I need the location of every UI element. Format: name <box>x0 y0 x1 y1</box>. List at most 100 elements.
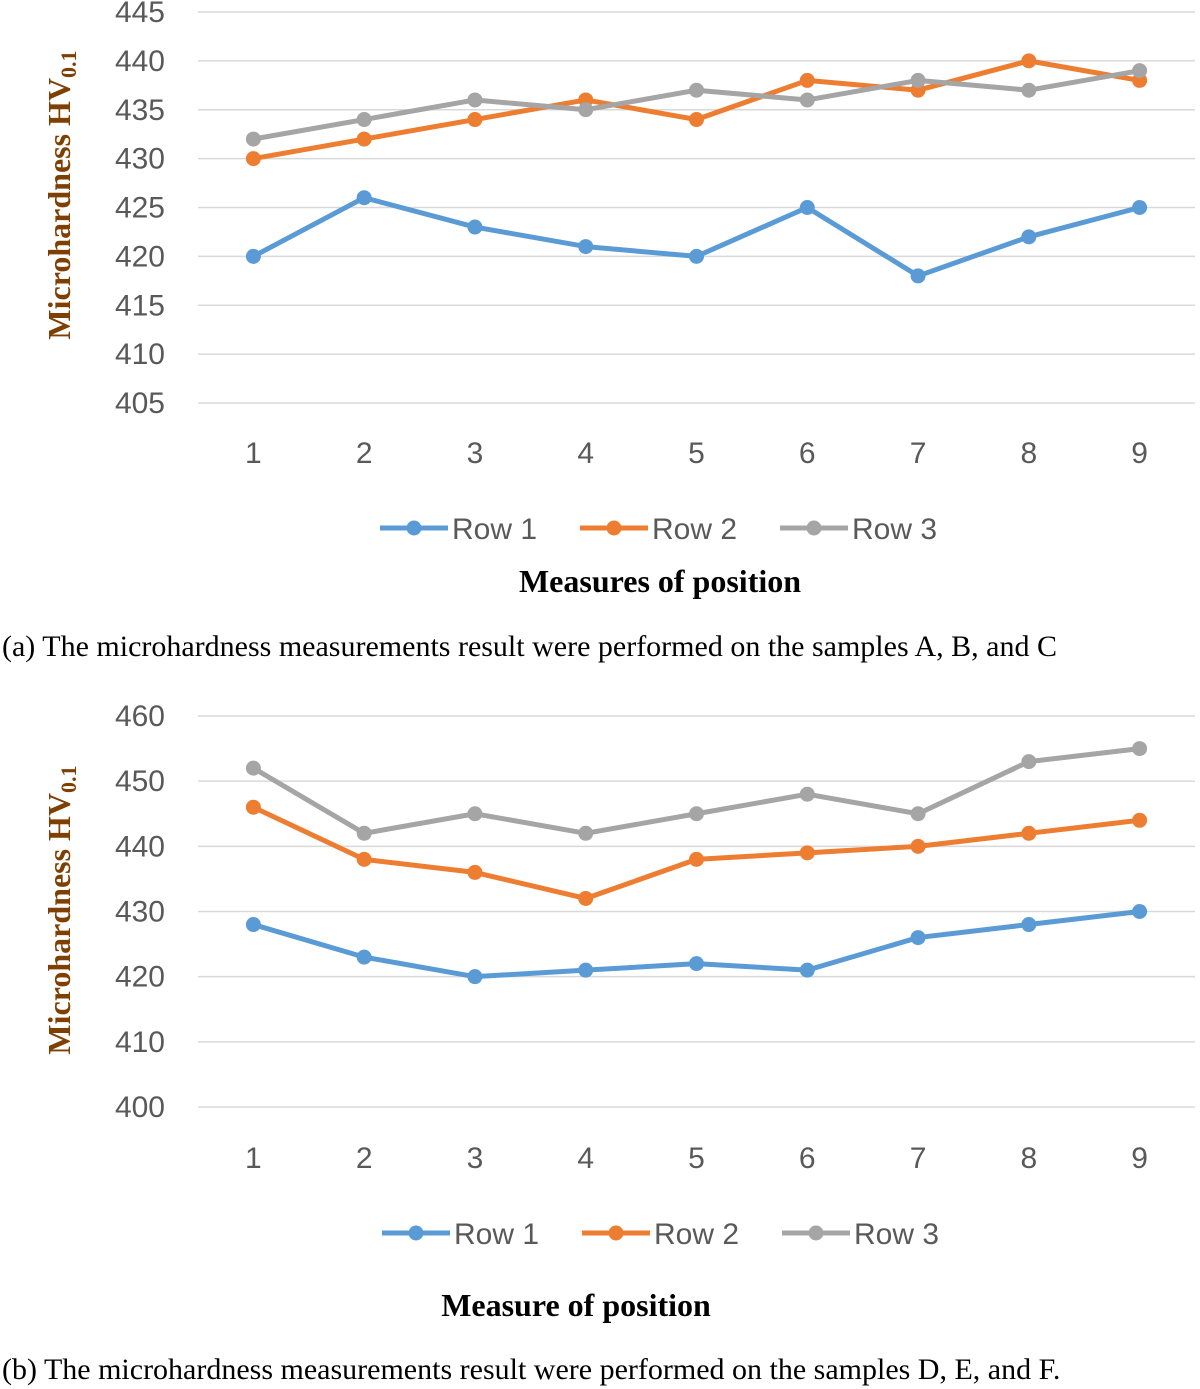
data-point-a-row3-6 <box>799 92 815 108</box>
series-line-a-row1 <box>252 195 1141 279</box>
data-point-b-row1-7 <box>910 930 926 946</box>
data-point-b-row1-9 <box>1132 904 1148 919</box>
data-point-a-row1-9 <box>1132 200 1148 215</box>
data-point-b-row1-5 <box>689 956 704 972</box>
data-point-a-row1-7 <box>910 268 926 284</box>
series-lines-b <box>245 741 1148 985</box>
legend-label-a-row3: Row 3 <box>852 513 937 546</box>
x-tick-label-a-6: 6 <box>799 437 816 470</box>
x-tick-label-a-3: 3 <box>467 437 484 470</box>
legend-marker-a-row3 <box>806 520 822 536</box>
data-point-a-row2-2 <box>356 131 372 147</box>
legend-label-a-row2: Row 2 <box>652 513 737 546</box>
data-point-a-row3-2 <box>356 112 372 128</box>
data-point-b-row1-2 <box>356 949 372 965</box>
data-point-a-row1-6 <box>799 200 815 215</box>
data-point-b-row3-4 <box>578 825 594 841</box>
legend-label-b-row1: Row 1 <box>454 1218 539 1251</box>
legend-marker-a-row1 <box>406 520 422 536</box>
y-tick-label-a-420: 420 <box>115 240 165 273</box>
y-tick-label-a-410: 410 <box>115 338 165 371</box>
data-point-b-row3-5 <box>689 806 704 822</box>
data-point-a-row2-6 <box>799 72 815 88</box>
chart-b: 400 410 420 430 440 450 460 1 2 3 4 5 6 7 8 9 Microhar… <box>41 700 1195 1323</box>
data-point-b-row1-4 <box>578 962 594 978</box>
data-point-b-row2-9 <box>1132 812 1148 828</box>
caption-b: (b) The microhardness measurements resul… <box>2 1353 1061 1386</box>
legend-b: Row 1 Row 2 Row 3 <box>382 1218 939 1251</box>
data-point-a-row1-8 <box>1021 229 1037 245</box>
x-axis-label-a: Measures of position <box>519 563 801 599</box>
data-point-b-row1-3 <box>467 969 483 985</box>
x-tick-label-a-7: 7 <box>910 437 927 470</box>
data-point-a-row2-5 <box>689 112 704 128</box>
chart-a: 405 410 415 420 425 430 435 440 445 1 2 3 4 5 6 7 8 9 Mi… <box>41 0 1195 599</box>
y-axis-label-sub-a: 0.1 <box>56 50 81 78</box>
y-tick-labels-a: 405 410 415 420 425 430 435 440 445 <box>115 0 165 420</box>
y-axis-label-sub-b: 0.1 <box>56 765 81 793</box>
y-tick-labels-b: 400 410 420 430 440 450 460 <box>115 700 165 1124</box>
gridlines-a <box>198 11 1195 404</box>
data-point-b-row3-6 <box>799 786 815 802</box>
y-tick-label-a-405: 405 <box>115 387 165 420</box>
data-point-a-row1-5 <box>689 248 704 264</box>
x-tick-label-a-2: 2 <box>356 437 373 470</box>
data-point-a-row3-4 <box>578 102 594 118</box>
x-tick-label-a-4: 4 <box>577 437 594 470</box>
y-tick-label-b-450: 450 <box>115 765 165 798</box>
x-tick-label-b-9: 9 <box>1131 1142 1148 1175</box>
data-point-b-row2-7 <box>910 838 926 854</box>
x-tick-label-b-1: 1 <box>245 1142 262 1175</box>
data-point-b-row2-1 <box>245 799 261 815</box>
data-point-a-row1-1 <box>245 248 261 264</box>
x-tick-label-b-8: 8 <box>1020 1142 1037 1175</box>
y-tick-label-a-440: 440 <box>115 45 165 78</box>
data-point-a-row2-8 <box>1021 53 1037 69</box>
y-tick-label-b-410: 410 <box>115 1026 165 1059</box>
y-tick-label-b-400: 400 <box>115 1091 165 1124</box>
x-tick-labels-b: 1 2 3 4 5 6 7 8 9 <box>245 1142 1148 1175</box>
legend-label-b-row2: Row 2 <box>654 1218 739 1251</box>
data-point-b-row3-9 <box>1132 741 1148 757</box>
data-point-b-row3-8 <box>1021 754 1037 770</box>
x-tick-label-a-8: 8 <box>1020 437 1037 470</box>
x-tick-label-a-9: 9 <box>1131 437 1148 470</box>
data-point-b-row2-5 <box>689 851 704 867</box>
legend-a: Row 1 Row 2 Row 3 <box>380 513 937 546</box>
y-tick-label-a-415: 415 <box>115 289 165 322</box>
x-tick-label-a-5: 5 <box>688 437 705 470</box>
legend-marker-b-row1 <box>408 1225 424 1241</box>
legend-label-a-row1: Row 1 <box>452 513 537 546</box>
x-tick-labels-a: 1 2 3 4 5 6 7 8 9 <box>245 437 1148 470</box>
y-tick-label-a-435: 435 <box>115 94 165 127</box>
caption-a: (a) The microhardness measurements resul… <box>2 630 1057 663</box>
data-point-a-row3-9 <box>1132 63 1148 79</box>
x-tick-label-a-1: 1 <box>245 437 262 470</box>
data-point-b-row3-2 <box>356 825 372 841</box>
data-point-b-row1-8 <box>1021 917 1037 933</box>
x-tick-label-b-2: 2 <box>356 1142 373 1175</box>
x-tick-label-b-5: 5 <box>688 1142 705 1175</box>
data-point-a-row3-8 <box>1021 82 1037 98</box>
data-point-a-row3-1 <box>245 131 261 147</box>
data-point-a-row1-2 <box>356 190 372 206</box>
y-tick-label-b-430: 430 <box>115 896 165 929</box>
series-line-a-row3 <box>252 68 1141 142</box>
data-point-a-row2-3 <box>467 112 483 128</box>
data-point-b-row3-7 <box>910 806 926 822</box>
data-point-b-row2-4 <box>578 890 594 906</box>
data-point-b-row3-3 <box>467 806 483 822</box>
y-tick-label-b-420: 420 <box>115 961 165 994</box>
data-point-b-row1-1 <box>245 917 261 933</box>
y-axis-label-main-a: Microhardness HV <box>41 78 77 340</box>
data-point-b-row2-3 <box>467 864 483 880</box>
x-axis-label-b: Measure of position <box>441 1287 711 1323</box>
data-point-b-row1-6 <box>799 962 815 978</box>
data-point-a-row3-5 <box>689 82 704 98</box>
legend-label-b-row3: Row 3 <box>854 1218 939 1251</box>
y-tick-label-a-445: 445 <box>115 0 165 29</box>
x-tick-label-b-3: 3 <box>467 1142 484 1175</box>
y-tick-label-b-460: 460 <box>115 700 165 733</box>
gridlines-b <box>198 715 1195 1108</box>
y-tick-label-b-440: 440 <box>115 830 165 863</box>
